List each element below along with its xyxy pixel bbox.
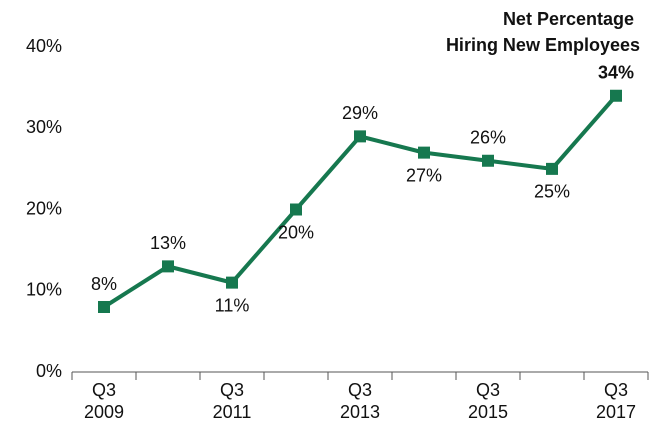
- marker: [354, 130, 366, 143]
- marker: [546, 162, 558, 175]
- marker: [226, 276, 238, 289]
- x-tick-label: 2009: [84, 402, 124, 422]
- data-label: 11%: [215, 295, 250, 315]
- x-tick-label: Q3: [220, 380, 244, 400]
- x-tick-label: 2017: [596, 402, 636, 422]
- y-tick-label: 30%: [26, 117, 62, 137]
- data-label: 13%: [150, 233, 186, 253]
- marker: [482, 154, 494, 167]
- chart-title: Hiring New Employees: [446, 35, 640, 55]
- y-tick-label: 40%: [26, 36, 62, 56]
- y-tick-label: 0%: [36, 361, 62, 381]
- marker: [98, 301, 110, 313]
- x-tick-label: Q3: [604, 380, 628, 400]
- data-label: 29%: [342, 103, 378, 123]
- marker: [418, 146, 430, 159]
- marker: [290, 203, 302, 216]
- x-tick-label: Q3: [476, 380, 500, 400]
- x-tick-label: Q3: [348, 380, 372, 400]
- x-tick-label: 2013: [340, 402, 380, 422]
- data-label: 8%: [91, 274, 117, 294]
- y-tick-label: 20%: [26, 198, 62, 218]
- marker: [162, 260, 174, 273]
- marker: [610, 89, 622, 102]
- y-tick-label: 10%: [26, 280, 62, 300]
- x-tick-label: 2011: [213, 402, 252, 422]
- x-tick-label: 2015: [468, 402, 508, 422]
- data-label: 20%: [278, 222, 314, 242]
- chart-title: Net Percentage: [503, 9, 634, 29]
- data-label: 25%: [534, 182, 570, 202]
- data-label: 26%: [470, 128, 506, 148]
- x-tick-label: Q3: [92, 380, 116, 400]
- data-label: 27%: [406, 165, 442, 185]
- data-label: 34%: [598, 63, 634, 83]
